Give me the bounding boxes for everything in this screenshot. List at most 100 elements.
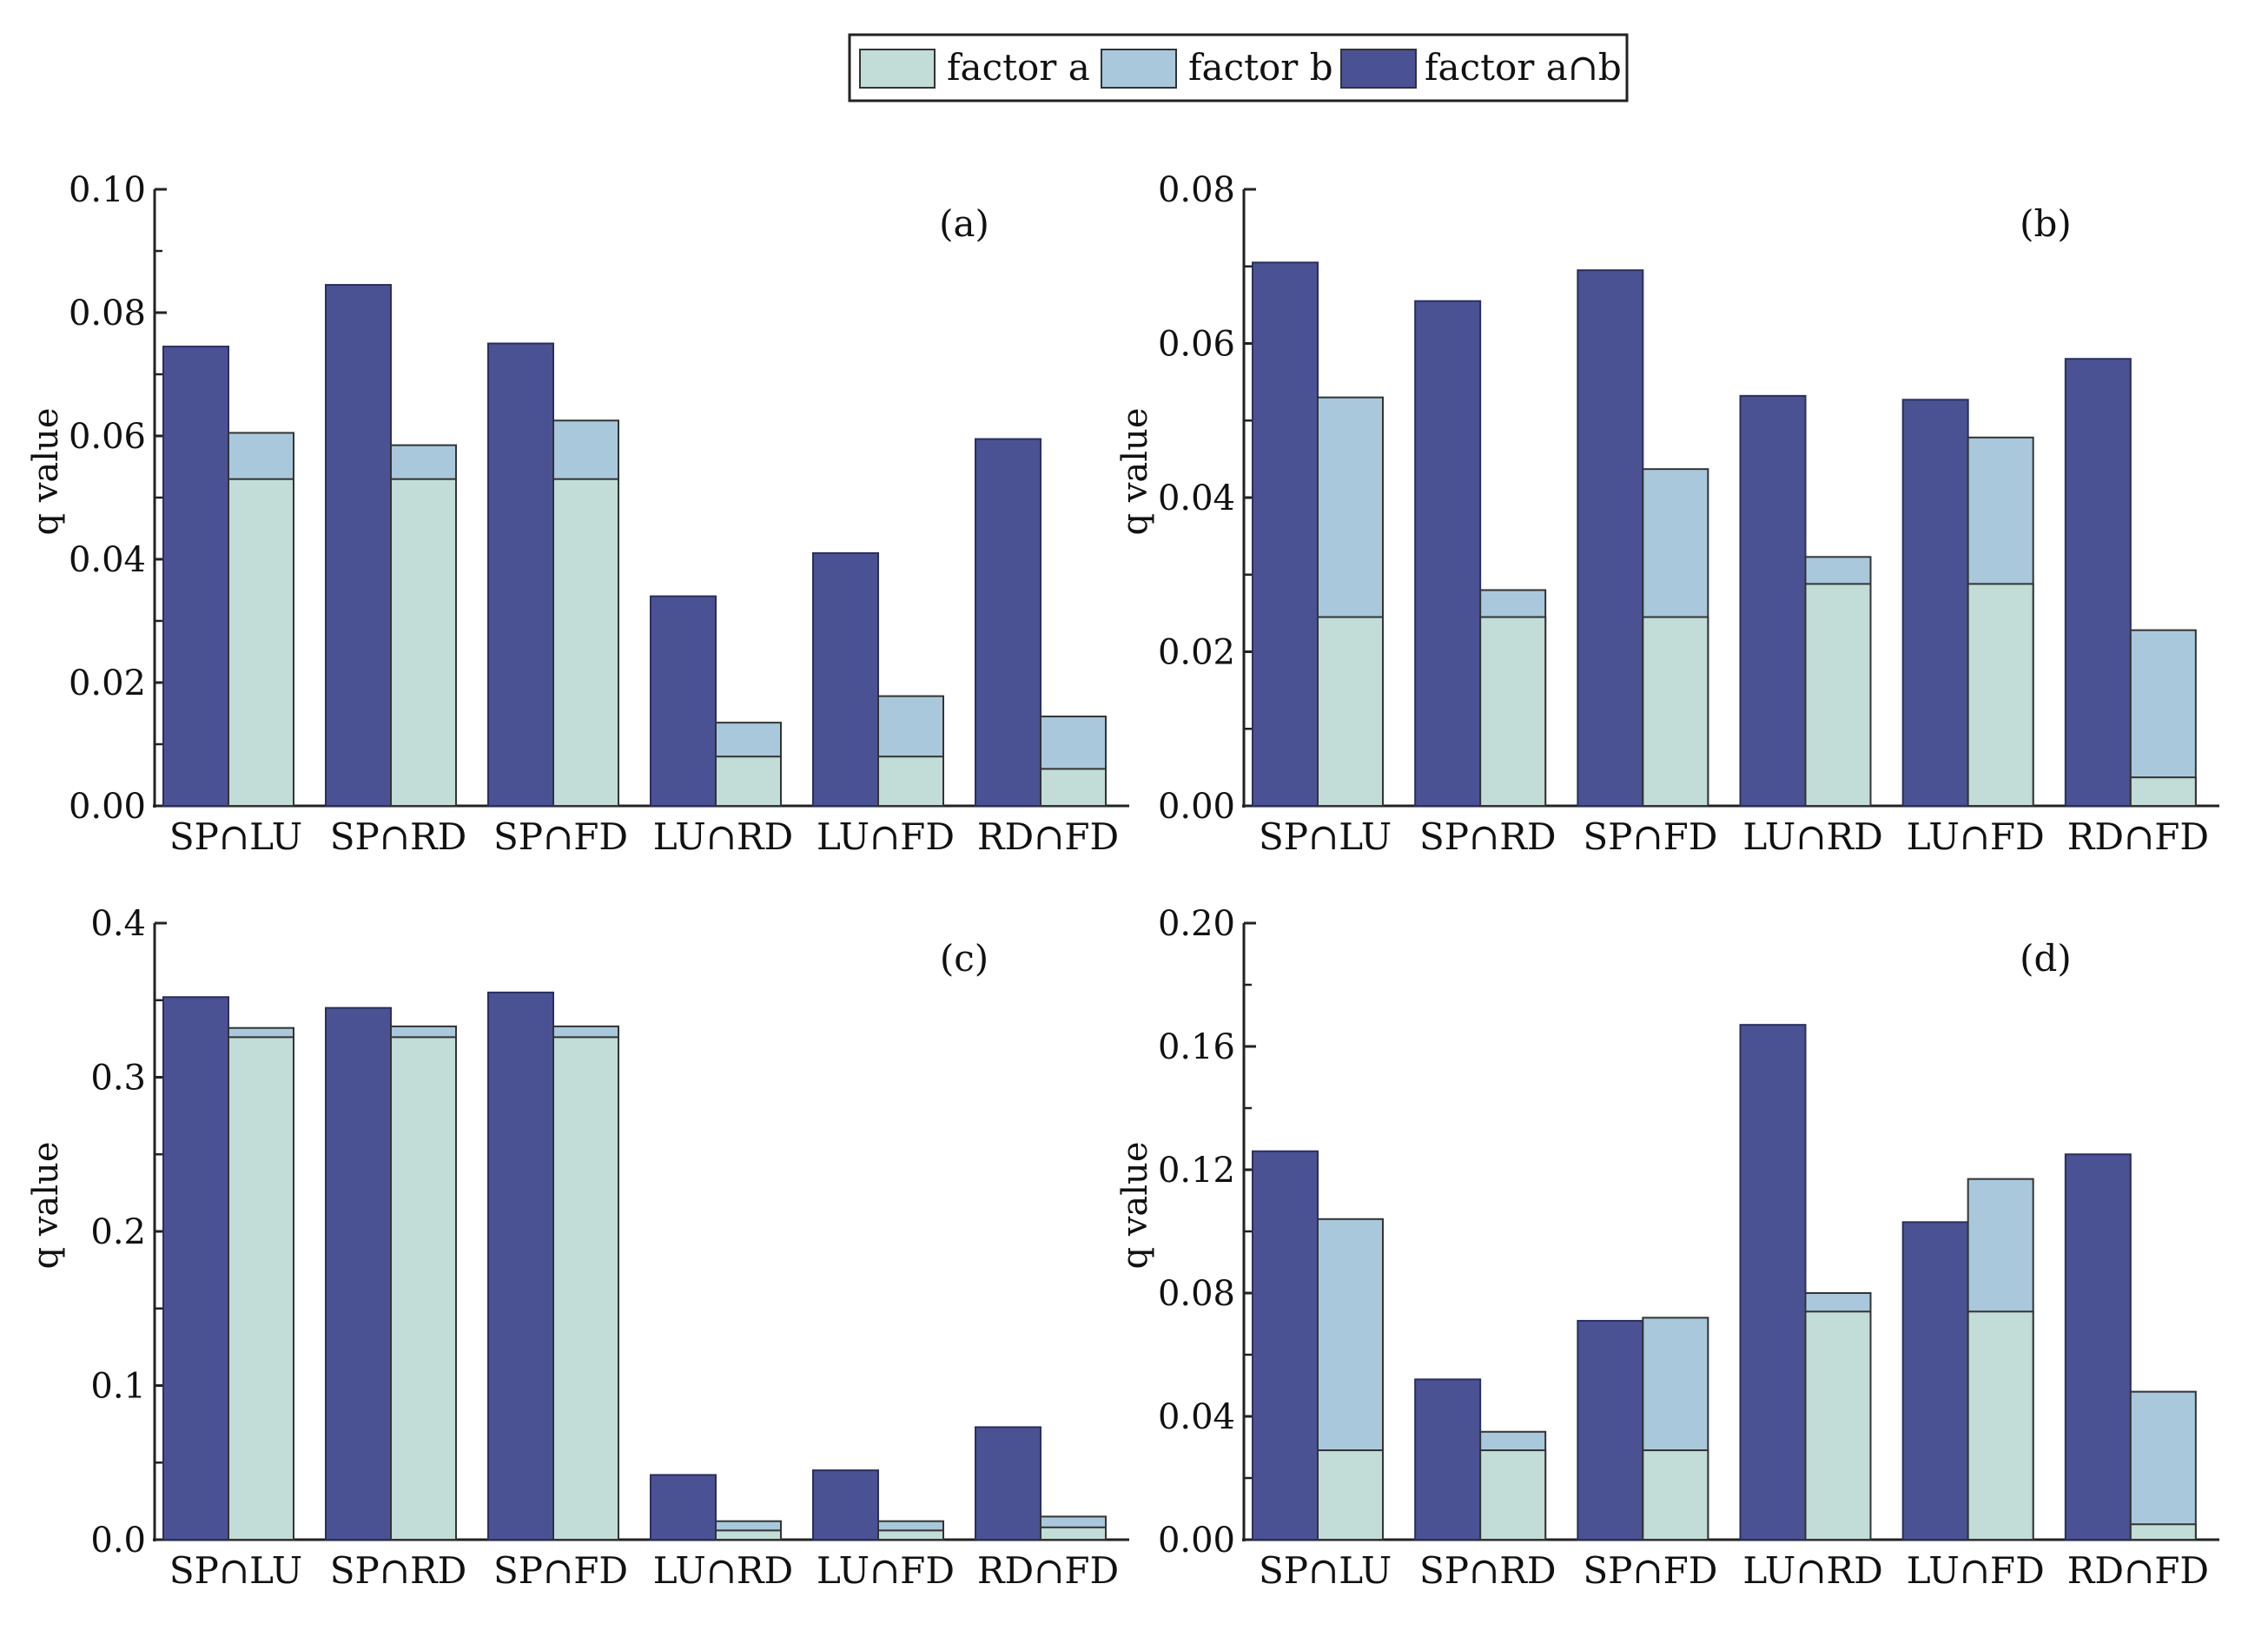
y-axis-title: q value	[26, 1142, 66, 1270]
x-tick-label: SP∩LU	[1259, 815, 1392, 858]
y-tick-label: 0.3	[90, 1059, 146, 1099]
bar-interaction-1	[162, 346, 229, 807]
bar-interaction-6	[975, 438, 1041, 807]
bar-factor-a-3	[1642, 616, 1709, 807]
x-tick-label: RD∩FD	[2067, 815, 2209, 858]
x-tick-label: LU∩RD	[653, 815, 793, 858]
bar-interaction-4	[1739, 1024, 1807, 1541]
y-tick-label: 0.12	[1158, 1151, 1235, 1191]
y-tick-label: 0.0	[90, 1521, 146, 1561]
bar-interaction-5	[812, 1469, 879, 1541]
bar-factor-a-4	[715, 756, 782, 808]
x-tick-label: LU∩FD	[1907, 815, 2045, 858]
x-tick-label: SP∩RD	[330, 815, 467, 858]
bar-factor-a-1	[228, 478, 294, 807]
x-tick-label: SP∩FD	[493, 1549, 628, 1592]
x-tick-label: LU∩RD	[1742, 1549, 1882, 1592]
bar-factor-a-3	[552, 1036, 619, 1541]
chart-panel-1: 0.00 0.02 0.04 0.06 0.08 0.10 q value (a) SP∩LU S…	[26, 170, 1129, 858]
bar-interaction-3	[487, 991, 554, 1541]
y-axis-title: q value	[26, 408, 66, 536]
bar-interaction-3	[487, 342, 554, 807]
legend-label-2: factor b	[1188, 46, 1333, 89]
legend-label-1: factor a	[947, 46, 1090, 89]
bar-factor-a-2	[390, 478, 457, 807]
bar-factor-a-5	[877, 756, 944, 808]
x-tick-label: SP∩RD	[1419, 815, 1557, 858]
legend-swatch-3	[1340, 49, 1417, 89]
x-tick-label: SP∩RD	[1419, 1549, 1557, 1592]
bar-interaction-1	[1252, 1150, 1319, 1541]
y-tick-label: 0.06	[1158, 325, 1235, 365]
y-tick-label: 0.02	[69, 663, 146, 703]
legend: factor a factor b factor a∩b	[848, 33, 1629, 102]
bar-interaction-2	[325, 284, 392, 807]
y-tick-label: 0.00	[1158, 1521, 1235, 1561]
y-axis-title: q value	[1115, 1142, 1155, 1270]
x-tick-label: SP∩LU	[169, 1549, 302, 1592]
legend-swatch-1	[859, 49, 936, 89]
bar-factor-a-2	[390, 1036, 457, 1541]
y-tick-label: 0.04	[1158, 478, 1235, 518]
panel-tag: (a)	[939, 202, 989, 245]
y-tick-label: 0.08	[69, 294, 146, 333]
bar-interaction-6	[975, 1426, 1041, 1541]
x-tick-label: SP∩FD	[493, 815, 628, 858]
chart-panel-2: 0.00 0.02 0.04 0.06 0.08 q value (b) SP∩LU SP∩RD…	[1115, 170, 2219, 858]
y-tick-label: 0.10	[69, 170, 146, 210]
y-tick-label: 0.00	[1158, 787, 1235, 827]
y-tick-label: 0.1	[90, 1367, 146, 1407]
y-tick-label: 0.16	[1158, 1027, 1235, 1067]
panel-tag: (d)	[2020, 937, 2072, 980]
bar-interaction-1	[162, 996, 229, 1541]
legend-swatch-2	[1101, 49, 1177, 89]
x-tick-label: RD∩FD	[977, 815, 1119, 858]
bar-interaction-4	[1739, 394, 1807, 807]
bar-interaction-5	[1901, 399, 1969, 807]
y-tick-label: 0.02	[1158, 633, 1235, 673]
y-tick-label: 0.04	[1158, 1397, 1235, 1437]
x-tick-label: SP∩FD	[1583, 1549, 1717, 1592]
bar-interaction-6	[2064, 358, 2132, 807]
x-tick-label: LU∩RD	[1742, 815, 1882, 858]
legend-label-3: factor a∩b	[1425, 46, 1622, 89]
y-tick-label: 0.08	[1158, 1274, 1235, 1314]
panel-tag: (c)	[940, 937, 989, 980]
bar-factor-a-2	[1479, 1449, 1547, 1541]
x-tick-label: RD∩FD	[977, 1549, 1119, 1592]
bar-interaction-2	[1414, 1378, 1482, 1541]
y-tick-label: 0.06	[69, 417, 146, 457]
bar-factor-a-1	[1317, 1449, 1384, 1541]
x-tick-label: SP∩LU	[1259, 1549, 1392, 1592]
bar-factor-b-6	[2129, 1390, 2197, 1541]
y-tick-label: 0.20	[1158, 904, 1235, 944]
bar-interaction-3	[1577, 269, 1644, 807]
chart-panel-3: 0.0 0.1 0.2 0.3 0.4 q value (c) SP∩LU SP∩RD SP∩FD…	[26, 904, 1129, 1592]
bar-interaction-2	[325, 1006, 392, 1541]
bar-factor-a-5	[877, 1529, 944, 1541]
bar-factor-a-5	[1967, 1310, 2034, 1541]
x-tick-label: LU∩RD	[653, 1549, 793, 1592]
bar-factor-a-4	[1804, 583, 1872, 808]
x-tick-label: LU∩FD	[817, 815, 955, 858]
bar-interaction-6	[2064, 1153, 2132, 1541]
bar-factor-a-6	[1040, 768, 1107, 808]
x-tick-label: LU∩FD	[1907, 1549, 2045, 1592]
x-tick-label: SP∩FD	[1583, 815, 1717, 858]
chart-panel-4: 0.00 0.04 0.08 0.12 0.16 0.20 q value (d) SP∩LU S…	[1115, 904, 2219, 1592]
bar-factor-a-1	[1317, 616, 1384, 807]
bar-factor-a-3	[1642, 1449, 1709, 1541]
bar-factor-a-6	[2129, 776, 2197, 807]
y-tick-label: 0.2	[90, 1212, 146, 1252]
bar-factor-a-3	[552, 478, 619, 807]
y-tick-label: 0.00	[69, 787, 146, 827]
legend-box	[848, 33, 1629, 102]
bar-factor-a-2	[1479, 616, 1547, 807]
y-tick-label: 0.08	[1158, 170, 1235, 210]
panel-tag: (b)	[2020, 202, 2072, 245]
bar-interaction-5	[1901, 1221, 1969, 1541]
x-tick-label: LU∩FD	[817, 1549, 955, 1592]
x-tick-label: RD∩FD	[2067, 1549, 2209, 1592]
bar-interaction-4	[650, 595, 717, 807]
y-tick-label: 0.4	[90, 904, 146, 944]
